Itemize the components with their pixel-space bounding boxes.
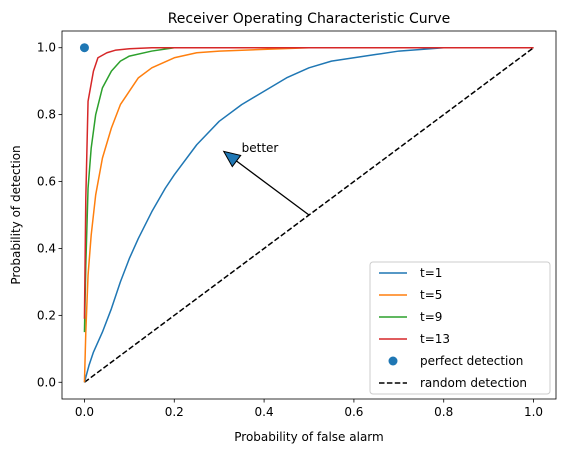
annotation-text: better [242,141,279,155]
perfect-detection-point [79,43,89,53]
x-tick-label: 0.0 [75,405,94,419]
legend: t=1 t=5 t=9 t=13 perfect detection random det… [369,261,551,395]
series-line-t-5 [83,46,534,383]
y-tick-label: 0.6 [37,175,56,189]
legend-item-perfect-detection-swatch [388,356,398,366]
y-tick-label: 0.4 [37,241,56,255]
legend-item-t-1-label: t=1 [420,266,442,280]
x-tick-label: 0.6 [344,405,363,419]
annotation-arrow-head [222,150,242,168]
y-tick-label: 0.0 [37,375,56,389]
x-axis-label: Probability of false alarm [234,430,383,444]
legend-item-t-9-label: t=9 [420,310,442,324]
legend-box [369,261,551,395]
plot-area [79,43,534,383]
chart-title: Receiver Operating Characteristic Curve [168,11,451,27]
y-tick-label: 0.8 [37,108,56,122]
axes: 0.0 0.2 0.4 0.6 0.8 1.0 0.0 0.2 0.4 0.6 0.8 1.0 [37,30,557,419]
x-tick-label: 1.0 [524,405,543,419]
legend-item-random-detection-label: random detection [420,376,527,390]
annotation: better [222,141,310,216]
y-axis-label: Probability of detection [9,145,23,284]
x-tick-label: 0.8 [434,405,453,419]
series-line-t-1 [83,46,534,383]
y-tick-label: 1.0 [37,41,56,55]
legend-item-t-13-label: t=13 [420,332,450,346]
x-tick-label: 0.2 [165,405,184,419]
series-line-t-13 [83,46,534,319]
y-tick-label: 0.2 [37,308,56,322]
axes-frame [61,30,557,400]
legend-item-perfect-detection-label: perfect detection [420,354,523,368]
series-line-t-9 [83,46,534,333]
legend-item-t-5-label: t=5 [420,288,442,302]
x-tick-label: 0.4 [255,405,274,419]
annotation-arrow-shaft [236,160,310,216]
